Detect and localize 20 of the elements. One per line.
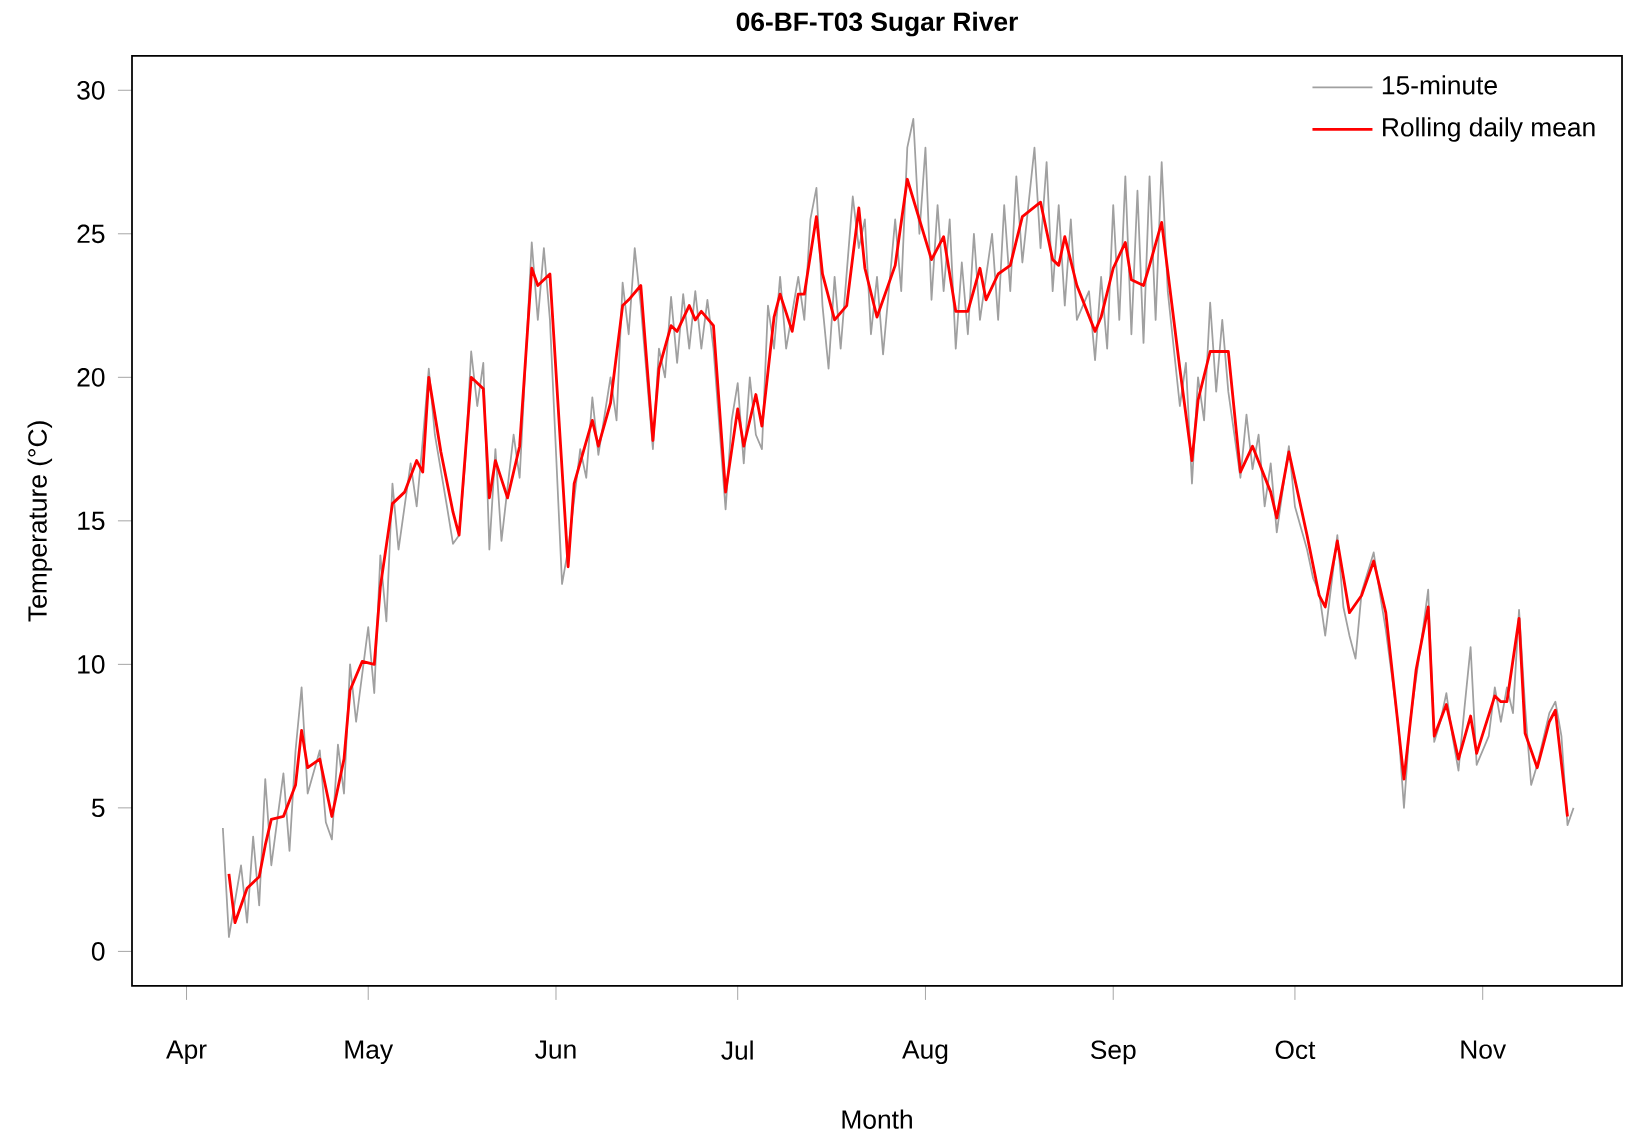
y-tick-label: 25 [77,224,105,244]
x-tick-label: Jun [535,1040,576,1060]
legend-label: Rolling daily mean [1383,117,1595,142]
y-tick-label: 20 [77,368,105,387]
y-tick-label: 10 [78,655,105,674]
x-tick-label: Oct [1275,1040,1316,1060]
y-tick-label: 5 [91,798,105,818]
x-axis-title: Month [842,1109,912,1130]
y-axis-title: Temperature (°C) [27,421,53,622]
legend-label: 15-minute [1382,75,1497,95]
x-tick-label: Nov [1461,1040,1507,1060]
x-tick-label: Aug [902,1040,948,1065]
y-tick-label: 0 [91,942,105,961]
x-tick-label: Jul [721,1040,753,1061]
chart-title: 06-BF-T03 Sugar River [736,11,1018,37]
x-tick-label: Apr [166,1040,207,1065]
y-tick-label: 15 [78,511,105,531]
x-tick-label: May [345,1040,394,1065]
x-tick-label: Sep [1090,1040,1136,1065]
y-tick-label: 30 [77,81,105,100]
